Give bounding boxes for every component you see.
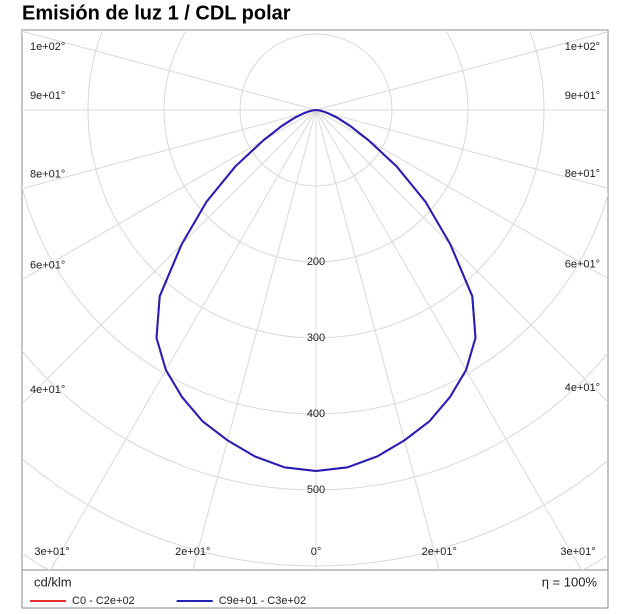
angle-tick-label: 8e+01° [565, 168, 600, 180]
grid-ray [315, 31, 608, 111]
angle-tick-label: 1e+02° [565, 41, 600, 53]
curves [155, 109, 477, 472]
intensity-curve [315, 109, 477, 472]
efficiency-label: η = 100% [542, 574, 598, 589]
intensity-curve [155, 109, 317, 472]
chart-title: Emisión de luz 1 / CDL polar [22, 2, 291, 24]
grid-ray [315, 109, 608, 403]
angle-tick-label: 9e+01° [565, 90, 600, 102]
angle-tick-label: 6e+01° [30, 260, 65, 272]
grid-ray [315, 109, 608, 189]
grid-ray [192, 109, 317, 570]
grid-ray [22, 30, 317, 111]
grid-ray [49, 109, 317, 570]
grid-ray [22, 109, 317, 190]
angle-tick-label: 1e+02° [30, 41, 65, 53]
grid-ray [22, 109, 317, 405]
r-tick-label: 300 [307, 332, 325, 344]
angle-tick-label: 3e+01° [34, 546, 69, 558]
intensity-curve [315, 109, 477, 472]
angle-tick-label: 0° [311, 546, 322, 558]
grid-ray [315, 109, 440, 570]
legend-label: C0 - C2e+02 [72, 595, 135, 607]
angle-tick-label: 9e+01° [30, 90, 65, 102]
labels: 200 300 400 500 0° 2e+01° 2e+01° 3e+01° 3e+01° 4e… [30, 41, 600, 558]
angle-tick-label: 2e+01° [175, 546, 210, 558]
intensity-curve [155, 109, 317, 472]
r-tick-label: 400 [307, 408, 325, 420]
legend: C0 - C2e+02 C9e+01 - C3e+02 [30, 595, 306, 607]
r-tick-label: 200 [307, 256, 325, 268]
angle-tick-label: 3e+01° [560, 546, 595, 558]
grid-ray [315, 109, 583, 570]
angle-tick-label: 2e+01° [422, 546, 457, 558]
r-tick-label: 500 [307, 484, 325, 496]
legend-label: C9e+01 - C3e+02 [219, 595, 306, 607]
grid-ray [315, 109, 608, 280]
angle-tick-label: 8e+01° [30, 169, 65, 181]
angle-tick-label: 6e+01° [565, 258, 600, 270]
unit-label: cd/klm [34, 574, 72, 589]
angle-tick-label: 4e+01° [565, 382, 600, 394]
grid-ray [22, 109, 317, 281]
angle-tick-label: 4e+01° [30, 384, 65, 396]
frame [21, 29, 609, 609]
